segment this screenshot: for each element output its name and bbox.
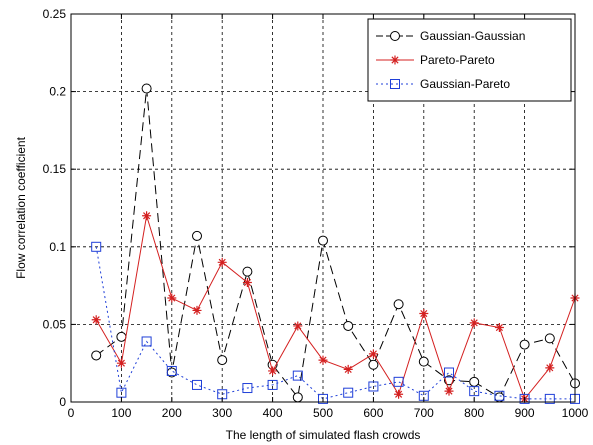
data-point (444, 367, 454, 378)
data-point (292, 370, 303, 381)
data-point (141, 336, 152, 347)
data-point (419, 309, 429, 319)
data-point (192, 305, 202, 315)
legend-marker (390, 55, 400, 65)
data-point (343, 387, 354, 398)
x-tick-label: 100 (111, 406, 131, 420)
legend-marker (390, 31, 400, 41)
data-point (242, 266, 253, 277)
y-tick-label: 0.2 (49, 85, 66, 99)
data-point (166, 365, 177, 376)
data-point (116, 331, 127, 342)
data-point (318, 355, 328, 365)
data-point (141, 83, 152, 94)
data-point (318, 393, 328, 404)
legend-box (367, 18, 572, 102)
data-point (519, 393, 530, 404)
data-point (292, 392, 303, 403)
data-point (343, 320, 354, 331)
data-point (242, 383, 253, 394)
data-point (368, 349, 378, 359)
data-point (469, 386, 480, 397)
y-tick-label: 0.25 (43, 7, 67, 21)
y-tick-label: 0.15 (43, 162, 67, 176)
data-point (267, 379, 278, 390)
y-tick-label: 0.1 (49, 240, 66, 254)
data-point (142, 211, 152, 221)
y-tick-label: 0 (59, 395, 66, 409)
legend: Gaussian-Gaussian Pareto-Pareto Gaussian-P… (367, 18, 572, 102)
data-point (242, 277, 252, 287)
series-group (91, 83, 580, 404)
x-tick-label: 300 (212, 406, 232, 420)
data-point (469, 318, 479, 328)
data-point (418, 356, 429, 367)
data-point (116, 358, 126, 368)
y-axis-label: Flow correlation coefficient (14, 136, 28, 279)
legend-marker (390, 79, 400, 89)
data-point (393, 299, 404, 310)
x-tick-label: 0 (68, 406, 75, 420)
data-point (217, 355, 228, 366)
x-tick-label: 800 (464, 406, 484, 420)
data-point (318, 235, 328, 246)
data-point (393, 376, 404, 387)
x-tick-label: 900 (515, 406, 535, 420)
x-tick-label: 600 (363, 406, 383, 420)
data-point (368, 381, 379, 392)
legend-label: Gaussian-Gaussian (420, 29, 525, 43)
x-tick-label: 700 (414, 406, 434, 420)
data-point (167, 293, 177, 303)
data-point (394, 389, 404, 399)
data-point (343, 364, 353, 374)
x-tick-label: 500 (313, 406, 333, 420)
legend-label: Pareto-Pareto (420, 53, 495, 67)
y-tick-label: 0.05 (43, 317, 67, 331)
series-line (95, 88, 576, 399)
series-line (95, 215, 576, 400)
data-point (469, 376, 480, 387)
data-point (519, 339, 530, 350)
data-point (91, 241, 102, 252)
data-point (444, 386, 454, 396)
data-point (192, 379, 202, 390)
axis-ticks: 0 100 200 300 400 500 600 700 800 900 1000 0 0.05 0.1… (43, 7, 589, 420)
data-point (368, 359, 379, 370)
series-gaussian-gaussian (91, 83, 580, 403)
data-point (545, 363, 555, 373)
data-point (192, 230, 202, 241)
x-tick-label: 400 (263, 406, 283, 420)
x-axis-label: The length of simulated flash crowds (226, 428, 421, 442)
data-point (91, 350, 102, 361)
data-point (494, 390, 505, 401)
data-point (217, 257, 227, 267)
data-point (494, 323, 504, 333)
x-tick-label: 200 (162, 406, 182, 420)
data-point (268, 366, 278, 376)
legend-label: Gaussian-Pareto (420, 77, 510, 91)
data-point (293, 321, 303, 331)
data-point (544, 393, 555, 404)
x-tick-label: 1000 (562, 406, 589, 420)
data-point (91, 315, 101, 325)
series-gaussian-pareto (91, 241, 580, 404)
data-point (544, 333, 555, 344)
